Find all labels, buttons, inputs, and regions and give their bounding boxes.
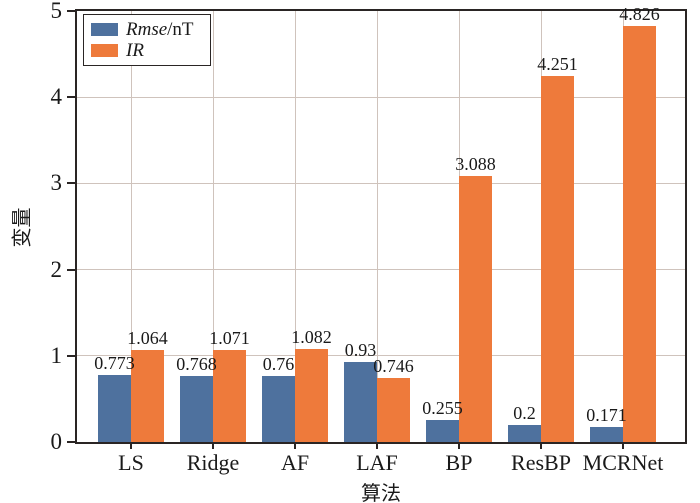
x-axis-tick (458, 443, 460, 449)
bar-ir-LAF (377, 377, 410, 442)
y-axis-tick-label: 0 (50, 429, 63, 454)
value-label: 0.768 (176, 353, 217, 374)
x-axis-tick-label: LS (118, 450, 144, 475)
value-label: 3.088 (455, 153, 496, 174)
legend-label-rmse: Rmse/nT (126, 19, 194, 40)
legend-swatch-rmse (91, 23, 118, 36)
bar-ir-LS (131, 350, 164, 442)
gridline-vertical (376, 11, 378, 442)
value-label: 0.171 (586, 405, 627, 426)
y-axis-tick (67, 441, 75, 443)
gridline-horizontal (77, 182, 685, 184)
x-axis-tick (540, 443, 542, 449)
gridline-vertical (130, 11, 132, 442)
bar-rmse-nt-ResBP (508, 424, 541, 442)
value-label: 0.2 (513, 402, 536, 423)
legend-swatch-ir (91, 44, 118, 57)
bar-rmse-nt-LS (98, 375, 131, 442)
y-axis-tick-label: 4 (50, 84, 63, 110)
bar-rmse-nt-Ridge (180, 375, 213, 442)
plot-area (75, 9, 687, 444)
bar-ir-Ridge (213, 349, 246, 442)
y-axis-tick-label: 1 (50, 342, 63, 368)
y-axis-tick-label: 3 (50, 170, 63, 196)
legend-item-ir: IR (91, 40, 202, 61)
bar-ir-ResBP (541, 75, 574, 442)
bar-rmse-nt-MCRNet (590, 427, 623, 442)
x-axis-tick-label: LAF (356, 450, 398, 475)
x-axis-tick (622, 443, 624, 449)
value-label: 4.826 (619, 3, 660, 24)
value-label: 0.746 (373, 355, 414, 376)
value-label: 0.773 (94, 353, 135, 374)
y-axis-tick (67, 268, 75, 271)
bar-rmse-nt-BP (426, 420, 459, 442)
y-axis-tick (67, 96, 75, 99)
x-axis-tick (294, 443, 296, 449)
bar-ir-BP (459, 175, 492, 442)
x-axis-tick-label: AF (280, 450, 310, 475)
bar-rmse-nt-LAF (344, 361, 377, 442)
x-axis-tick (130, 443, 132, 449)
y-axis-tick (67, 10, 75, 12)
value-label: 0.93 (344, 339, 377, 360)
x-axis-tick-label: Ridge (186, 450, 240, 475)
y-axis-title: 变量 (11, 207, 34, 248)
legend-label-ir: IR (126, 40, 144, 61)
bar-ir-AF (295, 348, 328, 442)
x-axis-title: 算法 (361, 483, 401, 503)
value-label: 4.251 (537, 53, 578, 74)
x-axis-tick (376, 443, 378, 449)
gridline-horizontal (77, 96, 685, 98)
value-label: 1.082 (291, 326, 332, 347)
value-label: 1.064 (127, 328, 168, 349)
x-axis-tick (212, 443, 214, 449)
value-label: 1.071 (209, 327, 250, 348)
y-axis-tick (67, 182, 75, 185)
legend: Rmse/nT IR (83, 14, 211, 66)
legend-item-rmse: Rmse/nT (91, 19, 202, 40)
y-axis-tick-label: 5 (50, 0, 63, 23)
value-label: 0.76 (262, 354, 295, 375)
bar-ir-MCRNet (623, 25, 656, 442)
gridline-vertical (294, 11, 296, 442)
gridline-horizontal (77, 355, 685, 357)
gridline-horizontal (77, 269, 685, 271)
x-axis-tick-label: BP (445, 450, 473, 475)
value-label: 0.255 (422, 398, 463, 419)
bar-rmse-nt-AF (262, 376, 295, 442)
x-axis-tick-label: MCRNet (582, 450, 664, 475)
y-axis-tick-label: 2 (50, 256, 63, 282)
gridline-vertical (212, 11, 214, 442)
y-axis-tick (67, 354, 75, 357)
x-axis-tick-label: ResBP (511, 450, 571, 475)
